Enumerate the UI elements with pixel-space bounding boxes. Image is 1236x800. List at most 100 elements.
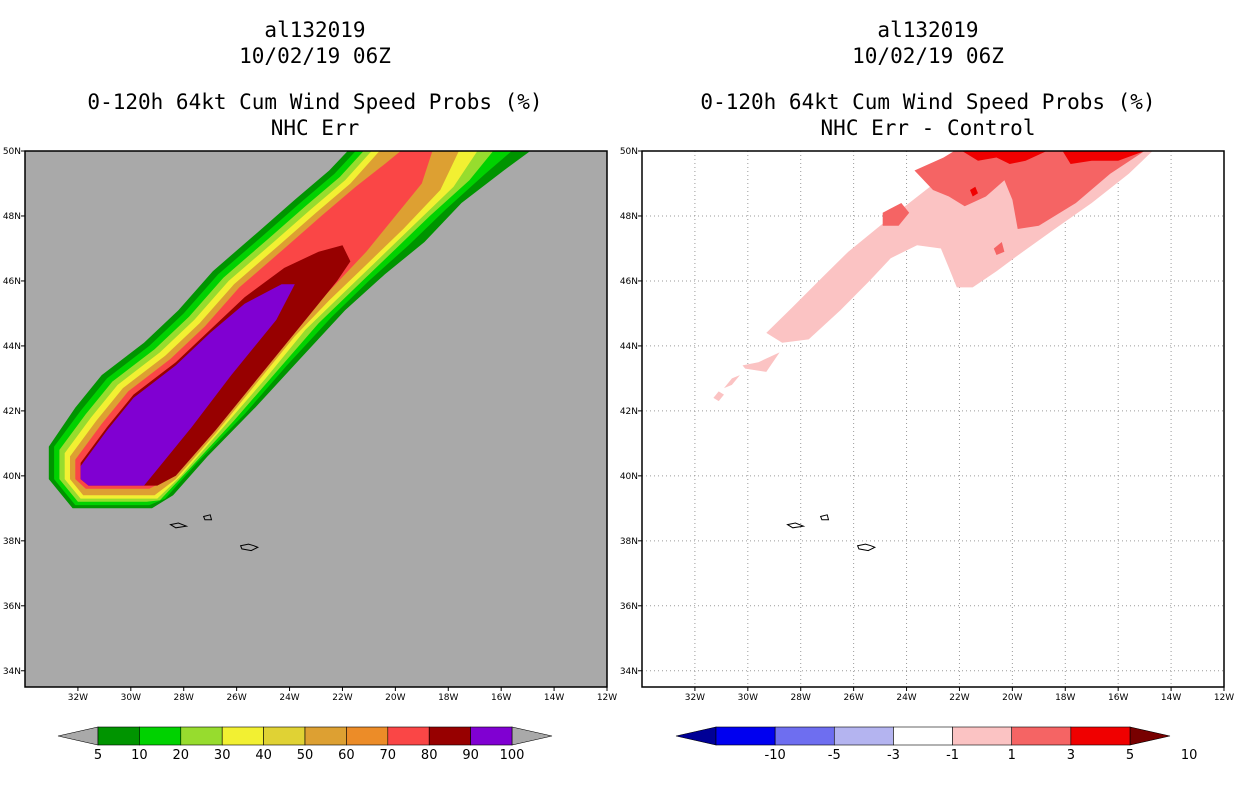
left-y-tick-label: 36N [3, 602, 21, 612]
left-subtitle: NHC Err [270, 116, 360, 140]
left-y-tick-label: 42N [3, 407, 21, 417]
left-y-tick-label: 34N [3, 667, 21, 677]
right-contour-5 [1062, 151, 1145, 164]
left-x-tick-label: 30W [121, 693, 141, 703]
right-product-title: 0-120h 64kt Cum Wind Speed Probs (%) [700, 90, 1156, 114]
right-colorbar-box [715, 726, 776, 746]
right-contour-1 [713, 391, 724, 402]
right-x-tick-label: 12W [1214, 693, 1234, 703]
right-y-tick-label: 36N [620, 602, 638, 612]
left-y-tick-label: 40N [3, 472, 21, 482]
right-y-tick-label: 44N [620, 342, 638, 352]
right-colorbar-label: -10 [765, 748, 786, 763]
left-colorbar-label: 50 [297, 748, 314, 763]
right-colorbar-box [893, 726, 953, 746]
right-colorbar-label: 3 [1067, 748, 1075, 763]
left-colorbar-label: 5 [94, 748, 102, 763]
right-colorbar-label: 1 [1008, 748, 1016, 763]
left-colorbar-box [97, 726, 140, 746]
left-colorbar-right-arrow [511, 726, 553, 746]
right-title: al132019 10/02/19 06Z 0-120h 64kt Cum Wi… [628, 17, 1228, 141]
left-x-tick-label: 18W [438, 693, 458, 703]
right-colorbar-label: 5 [1126, 748, 1134, 763]
left-colorbar-box [387, 726, 430, 746]
right-y-tick-label: 50N [620, 147, 638, 157]
right-coastline-island-2 [856, 543, 877, 552]
right-date: 10/02/19 06Z [852, 44, 1004, 68]
right-x-tick-label: 18W [1055, 693, 1075, 703]
right-colorbar-left-arrow [675, 726, 717, 746]
right-x-tick-label: 26W [843, 693, 863, 703]
left-x-tick-label: 24W [279, 693, 299, 703]
right-subtitle: NHC Err - Control [820, 116, 1036, 140]
left-colorbar-box [346, 726, 389, 746]
left-colorbar-box [263, 726, 306, 746]
left-colorbar-left-arrow [57, 726, 99, 746]
left-colorbar-box [180, 726, 223, 746]
left-colorbar-label: 80 [421, 748, 438, 763]
right-x-tick-label: 32W [685, 693, 705, 703]
right-colorbar-label: -3 [887, 748, 900, 763]
right-x-tick-label: 14W [1161, 693, 1181, 703]
left-y-tick-label: 50N [3, 147, 21, 157]
right-x-tick-label: 30W [738, 693, 758, 703]
left-plot-area [48, 151, 531, 552]
left-colorbar-box [304, 726, 347, 746]
left-x-tick-label: 28W [174, 693, 194, 703]
left-y-tick-label: 48N [3, 212, 21, 222]
left-colorbar-label: 70 [380, 748, 397, 763]
right-y-tick-label: 48N [620, 212, 638, 222]
left-x-tick-label: 22W [332, 693, 352, 703]
right-contour-3 [993, 242, 1005, 255]
right-x-tick-label: 28W [791, 693, 811, 703]
right-storm-id: al132019 [877, 18, 979, 42]
left-x-tick-label: 26W [226, 693, 246, 703]
right-coastline-island-0 [786, 522, 806, 529]
left-colorbar-label: 10 [131, 748, 148, 763]
right-colorbar-box [833, 726, 894, 746]
left-y-tick-label: 44N [3, 342, 21, 352]
left-contour-100 [80, 284, 295, 486]
left-colorbar-label: 60 [338, 748, 355, 763]
right-coastline-island-1 [819, 514, 830, 521]
right-contour-5 [970, 186, 978, 197]
right-contour-1 [724, 375, 740, 389]
right-colorbar-box [1070, 726, 1131, 746]
right-plot-frame [641, 150, 1225, 688]
left-coastline-island-1 [202, 514, 213, 521]
left-colorbar-label: 40 [255, 748, 272, 763]
right-colorbar-label: -5 [828, 748, 841, 763]
right-y-tick-label: 40N [620, 472, 638, 482]
left-plot-frame [24, 150, 608, 688]
left-x-tick-label: 16W [491, 693, 511, 703]
right-x-tick-label: 24W [896, 693, 916, 703]
right-colorbar-box [952, 726, 1013, 746]
left-colorbar-label: 30 [214, 748, 231, 763]
left-x-tick-label: 12W [597, 693, 617, 703]
right-contour-1 [742, 352, 780, 372]
left-colorbar-box [470, 726, 513, 746]
left-product-title: 0-120h 64kt Cum Wind Speed Probs (%) [87, 90, 543, 114]
right-colorbar-label: -1 [946, 748, 959, 763]
right-contour-5 [962, 151, 1047, 164]
left-x-tick-label: 14W [544, 693, 564, 703]
left-date: 10/02/19 06Z [239, 44, 391, 68]
left-colorbar-label: 90 [462, 748, 479, 763]
left-y-tick-label: 38N [3, 537, 21, 547]
right-colorbar-box [1011, 726, 1072, 746]
right-colorbar-right-arrow [1129, 726, 1171, 746]
left-storm-id: al132019 [264, 18, 366, 42]
right-x-tick-label: 22W [949, 693, 969, 703]
left-y-tick-label: 46N [3, 277, 21, 287]
right-y-tick-label: 34N [620, 667, 638, 677]
left-title: al132019 10/02/19 06Z 0-120h 64kt Cum Wi… [15, 17, 615, 141]
left-coastline-island-2 [239, 543, 260, 552]
right-colorbar-label: 10 [1181, 748, 1198, 763]
right-contour-3 [882, 203, 910, 226]
left-colorbar-box [428, 726, 471, 746]
right-plot-area [642, 151, 1224, 687]
right-contour-3 [914, 151, 1145, 229]
right-x-tick-label: 16W [1108, 693, 1128, 703]
left-colorbar-box [221, 726, 264, 746]
